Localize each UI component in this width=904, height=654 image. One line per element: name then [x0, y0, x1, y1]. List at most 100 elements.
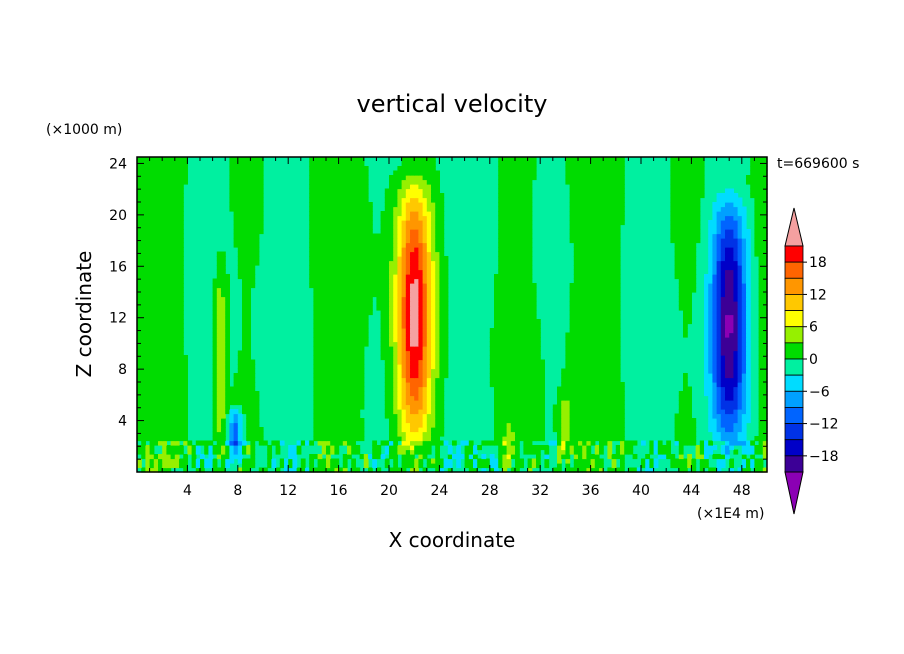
field-cell	[347, 242, 352, 248]
field-cell	[733, 314, 739, 320]
field-cell	[737, 296, 743, 302]
field-cell	[401, 224, 407, 230]
field-cell	[389, 242, 394, 248]
field-cell	[729, 341, 734, 347]
field-cell	[716, 467, 722, 473]
field-cell	[439, 296, 445, 302]
field-cell	[397, 382, 403, 388]
field-cell	[338, 269, 344, 275]
field-cell	[515, 458, 520, 464]
field-cell	[166, 445, 172, 451]
field-cell	[590, 368, 596, 374]
field-cell	[141, 319, 146, 325]
field-cell	[544, 463, 550, 469]
field-cell	[708, 422, 713, 428]
field-cell	[321, 400, 327, 406]
field-cell	[237, 233, 243, 239]
field-cell	[317, 242, 323, 248]
field-cell	[435, 305, 440, 311]
field-cell	[519, 296, 524, 302]
field-cell	[326, 328, 331, 334]
field-cell	[397, 359, 403, 365]
field-cell	[174, 409, 180, 415]
field-cell	[586, 260, 592, 266]
field-cell	[615, 233, 621, 239]
field-cell	[523, 292, 529, 298]
field-cell	[141, 310, 146, 316]
field-cell	[506, 413, 512, 419]
field-cell	[359, 395, 365, 401]
field-cell	[326, 395, 331, 401]
field-cell	[519, 238, 524, 244]
field-cell	[498, 377, 503, 383]
field-cell	[334, 224, 340, 230]
field-cell	[758, 409, 764, 415]
field-cell	[515, 260, 520, 266]
field-cell	[326, 355, 331, 361]
field-cell	[174, 265, 180, 271]
field-cell	[569, 431, 575, 437]
field-cell	[418, 382, 424, 388]
field-cell	[729, 445, 734, 451]
field-cell	[607, 283, 613, 289]
field-cell	[174, 440, 180, 446]
field-cell	[586, 409, 592, 415]
field-cell	[716, 233, 722, 239]
field-cell	[410, 283, 415, 289]
field-cell	[242, 247, 247, 253]
field-cell	[233, 449, 239, 455]
field-cell	[145, 238, 151, 244]
field-cell	[678, 436, 684, 442]
field-cell	[212, 328, 218, 334]
field-cell	[326, 229, 331, 235]
field-cell	[741, 413, 747, 419]
field-cell	[317, 373, 323, 379]
field-cell	[758, 449, 764, 455]
field-cell	[590, 355, 596, 361]
field-cell	[376, 445, 382, 451]
field-cell	[338, 310, 344, 316]
field-cell	[615, 454, 621, 460]
field-cell	[611, 229, 617, 235]
field-cell	[431, 292, 436, 298]
field-cell	[657, 445, 663, 451]
field-cell	[536, 364, 541, 370]
field-cell	[754, 229, 760, 235]
field-cell	[326, 431, 331, 437]
field-cell	[565, 377, 571, 383]
field-cell	[338, 400, 344, 406]
field-cell	[418, 413, 424, 419]
field-cell	[687, 440, 692, 446]
field-cell	[221, 458, 226, 464]
field-cell	[321, 346, 327, 352]
field-cell	[405, 431, 411, 437]
field-cell	[347, 409, 352, 415]
field-cell	[321, 247, 327, 253]
field-cell	[334, 463, 340, 469]
field-cell	[418, 319, 424, 325]
field-cell	[384, 409, 390, 415]
field-cell	[166, 449, 172, 455]
field-cell	[687, 314, 692, 320]
field-cell	[153, 422, 159, 428]
field-cell	[338, 467, 344, 473]
field-cell	[330, 404, 335, 410]
field-cell	[233, 413, 239, 419]
field-cell	[250, 247, 256, 253]
field-cell	[510, 238, 516, 244]
field-cell	[582, 346, 587, 352]
field-cell	[137, 224, 142, 230]
field-cell	[422, 413, 428, 419]
field-cell	[405, 233, 411, 239]
field-cell	[321, 418, 327, 424]
field-cell	[510, 440, 516, 446]
field-cell	[725, 386, 730, 392]
field-cell	[174, 463, 180, 469]
field-cell	[746, 256, 751, 262]
field-cell	[334, 247, 340, 253]
field-cell	[250, 274, 256, 280]
field-cell	[162, 422, 167, 428]
field-cell	[204, 445, 209, 451]
field-cell	[309, 283, 314, 289]
field-cell	[431, 332, 436, 338]
